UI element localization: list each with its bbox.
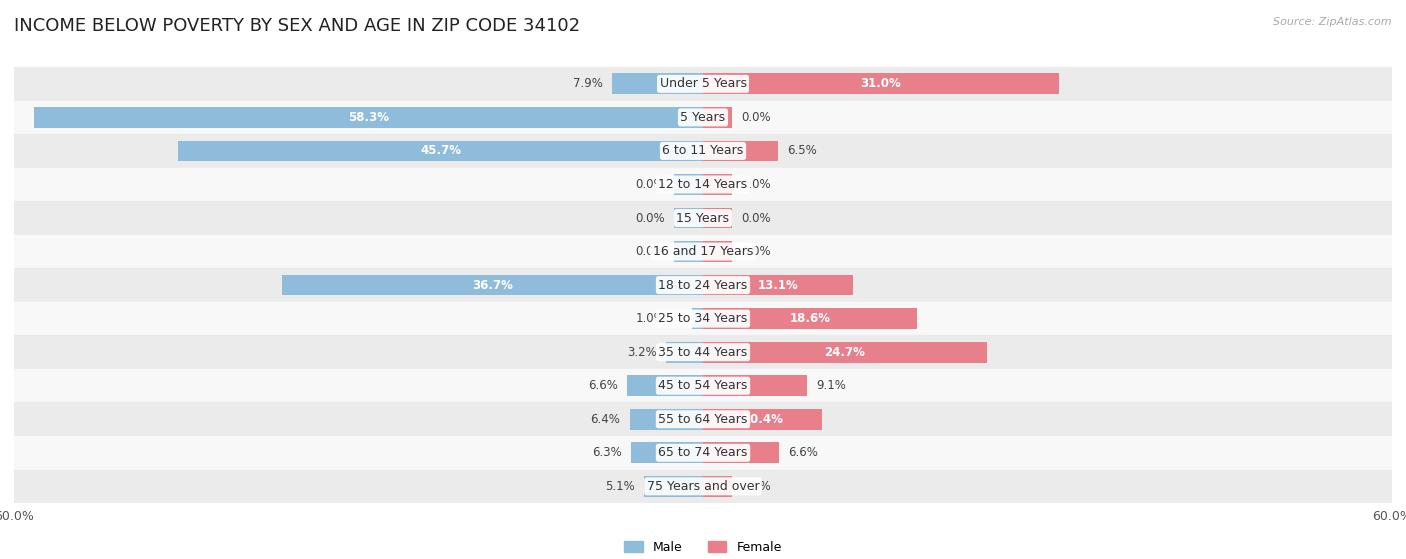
Text: 18.6%: 18.6% (789, 312, 831, 325)
Text: 45.7%: 45.7% (420, 144, 461, 158)
Text: 3.2%: 3.2% (627, 345, 657, 359)
Bar (612, 73, 703, 94)
Bar (703, 140, 778, 162)
Text: 25 to 34 Years: 25 to 34 Years (658, 312, 748, 325)
Text: 0.0%: 0.0% (741, 111, 770, 124)
Bar (703, 174, 731, 195)
Text: 6.5%: 6.5% (787, 144, 817, 158)
Text: 58.3%: 58.3% (347, 111, 389, 124)
Text: 7.9%: 7.9% (574, 77, 603, 91)
Text: 16 and 17 Years: 16 and 17 Years (652, 245, 754, 258)
Text: 10.4%: 10.4% (742, 413, 783, 426)
Text: Source: ZipAtlas.com: Source: ZipAtlas.com (1274, 17, 1392, 27)
Bar (14, 268, 1392, 302)
Legend: Male, Female: Male, Female (624, 541, 782, 553)
Bar (14, 168, 1392, 201)
Bar (14, 201, 1392, 235)
Bar (14, 67, 1392, 101)
Bar (630, 409, 703, 430)
Bar (14, 402, 1392, 436)
Text: 75 Years and over: 75 Years and over (647, 480, 759, 493)
Text: 45 to 54 Years: 45 to 54 Years (658, 379, 748, 392)
Text: 1.0%: 1.0% (636, 312, 665, 325)
Bar (692, 308, 703, 329)
Text: 18 to 24 Years: 18 to 24 Years (658, 278, 748, 292)
Text: 0.0%: 0.0% (636, 211, 665, 225)
Bar (703, 207, 731, 229)
Bar (675, 174, 703, 195)
Text: 12 to 14 Years: 12 to 14 Years (658, 178, 748, 191)
Text: INCOME BELOW POVERTY BY SEX AND AGE IN ZIP CODE 34102: INCOME BELOW POVERTY BY SEX AND AGE IN Z… (14, 17, 581, 35)
Bar (703, 409, 823, 430)
Bar (675, 207, 703, 229)
Bar (14, 436, 1392, 470)
Bar (14, 134, 1392, 168)
Text: 6.6%: 6.6% (787, 446, 818, 459)
Text: 5 Years: 5 Years (681, 111, 725, 124)
Bar (14, 235, 1392, 268)
Bar (627, 375, 703, 396)
Bar (703, 476, 731, 497)
Text: 15 Years: 15 Years (676, 211, 730, 225)
Text: 55 to 64 Years: 55 to 64 Years (658, 413, 748, 426)
Bar (14, 470, 1392, 503)
Bar (703, 73, 1059, 94)
Bar (631, 442, 703, 463)
Text: 35 to 44 Years: 35 to 44 Years (658, 345, 748, 359)
Text: 0.0%: 0.0% (741, 245, 770, 258)
Bar (703, 342, 987, 363)
Text: 36.7%: 36.7% (472, 278, 513, 292)
Bar (703, 274, 853, 296)
Text: 0.0%: 0.0% (636, 245, 665, 258)
Bar (666, 342, 703, 363)
Bar (703, 241, 731, 262)
Text: 13.1%: 13.1% (758, 278, 799, 292)
Text: 65 to 74 Years: 65 to 74 Years (658, 446, 748, 459)
Text: 5.1%: 5.1% (606, 480, 636, 493)
Bar (14, 101, 1392, 134)
Text: Under 5 Years: Under 5 Years (659, 77, 747, 91)
Text: 6.3%: 6.3% (592, 446, 621, 459)
Text: 0.0%: 0.0% (636, 178, 665, 191)
Text: 9.1%: 9.1% (817, 379, 846, 392)
Text: 24.7%: 24.7% (824, 345, 865, 359)
Bar (675, 241, 703, 262)
Bar (703, 308, 917, 329)
Bar (644, 476, 703, 497)
Text: 0.0%: 0.0% (741, 211, 770, 225)
Bar (14, 369, 1392, 402)
Text: 6 to 11 Years: 6 to 11 Years (662, 144, 744, 158)
Bar (703, 107, 731, 128)
Text: 6.6%: 6.6% (588, 379, 619, 392)
Bar (34, 107, 703, 128)
Bar (14, 335, 1392, 369)
Text: 2.5%: 2.5% (741, 480, 770, 493)
Bar (281, 274, 703, 296)
Bar (703, 442, 779, 463)
Bar (179, 140, 703, 162)
Bar (14, 302, 1392, 335)
Text: 6.4%: 6.4% (591, 413, 620, 426)
Text: 0.0%: 0.0% (741, 178, 770, 191)
Bar (703, 375, 807, 396)
Text: 31.0%: 31.0% (860, 77, 901, 91)
